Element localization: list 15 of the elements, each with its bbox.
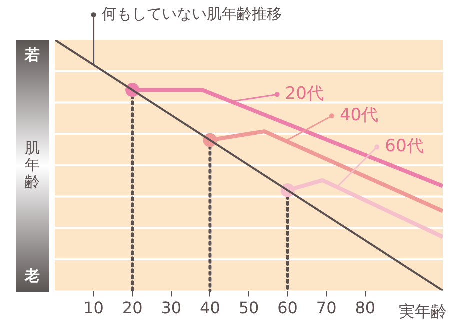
x-tick-label: 30 (161, 298, 182, 318)
legend-label: 20代 (285, 84, 324, 104)
legend-label: 40代 (340, 106, 379, 126)
x-axis-title: 実年齢 (399, 302, 447, 321)
shaded-scale-strip: 若 肌年齢 老 (16, 40, 49, 292)
legend-label: 何もしていない肌年齢推移 (102, 4, 282, 23)
x-tick-label: 50 (238, 298, 260, 318)
y-axis-title: 肌年齢 (24, 139, 41, 191)
x-tick-label: 80 (355, 298, 376, 318)
x-tick-label: 20 (122, 298, 143, 318)
x-tick-label: 70 (316, 298, 337, 318)
x-tick-label: 60 (278, 298, 298, 318)
x-tick-label: 10 (84, 298, 104, 318)
legend-label: 60代 (385, 136, 424, 157)
x-tick-label: 40 (200, 298, 220, 318)
